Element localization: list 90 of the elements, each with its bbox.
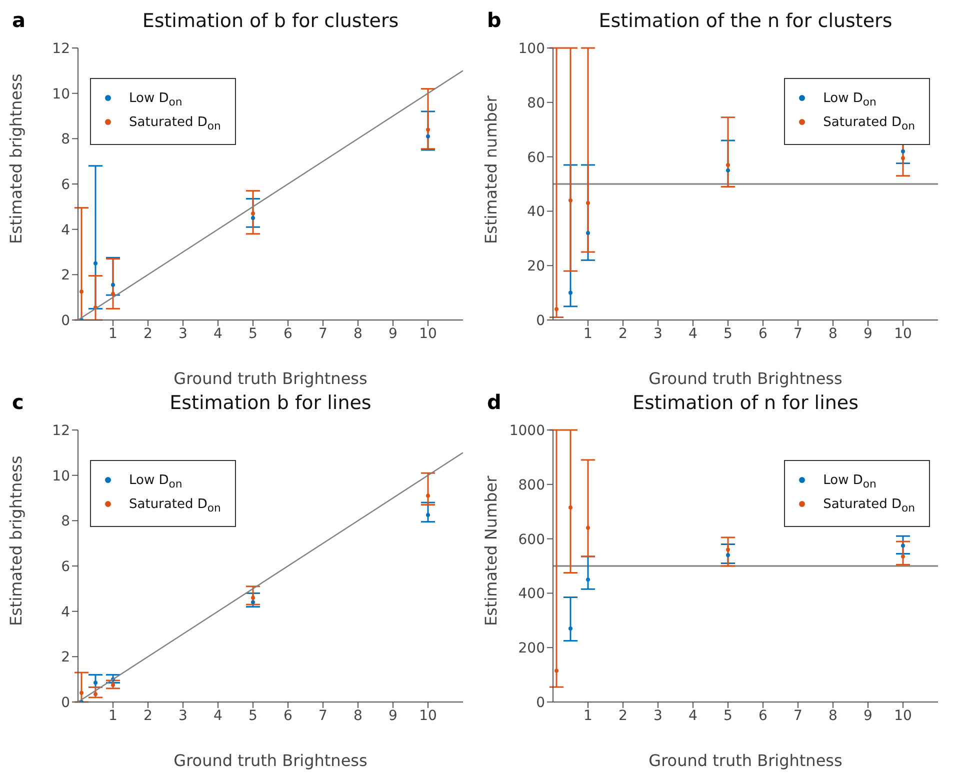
x-tick-label: 5	[724, 326, 732, 342]
x-tick-label: 6	[284, 708, 293, 724]
x-tick-label: 4	[214, 708, 223, 724]
x-axis-title: Ground truth Brightness	[648, 369, 842, 388]
x-tick-label: 2	[144, 708, 152, 724]
y-axis-title: Estimated Number	[482, 475, 501, 626]
y-tick-label: 400	[518, 586, 545, 602]
y-tick-label: 8	[61, 514, 70, 530]
y-tick-label: 4	[61, 604, 70, 620]
x-tick-label: 7	[318, 326, 328, 342]
y-axis-title: Estimated brightness	[6, 74, 26, 244]
x-tick-label: 3	[178, 708, 188, 724]
legend-label: Saturated D$_{on}$	[129, 114, 221, 132]
chart-title: Estimation b for lines	[168, 392, 372, 414]
y-axis-title: Estimated number	[482, 95, 501, 244]
x-tick-label: 8	[354, 708, 362, 724]
legend-label: Saturated D$_{on}$	[823, 496, 915, 514]
chart-title: Estimation of n for lines	[631, 392, 860, 414]
x-tick-label: 1	[584, 326, 592, 342]
x-tick-label: 6	[284, 326, 293, 342]
y-tick-label: 0	[536, 694, 545, 711]
x-tick-label: 9	[388, 708, 398, 724]
x-tick-label: 3	[654, 708, 662, 724]
x-tick-label: 5	[248, 708, 258, 724]
text: d	[487, 390, 502, 414]
legend-label: Saturated D$_{on}$	[823, 114, 915, 132]
x-tick-label: 4	[688, 708, 698, 724]
y-tick-label: 100	[518, 40, 545, 57]
y-tick-label: 800	[518, 477, 545, 494]
x-tick-label: 1	[108, 326, 118, 342]
y-tick-label: 10	[52, 468, 70, 484]
x-tick-label: 10	[419, 326, 437, 342]
y-tick-label: 12	[52, 40, 70, 57]
y-axis-title: Estimated brightness	[6, 456, 26, 626]
x-tick-label: 9	[864, 326, 872, 342]
y-tick-label: 2	[61, 268, 70, 284]
y-tick-label: 0	[61, 694, 70, 711]
y-tick-label: 6	[61, 558, 70, 575]
x-tick-label: 7	[318, 708, 328, 724]
chart-title: Estimation of the n for clusters	[598, 10, 894, 32]
x-tick-label: 2	[618, 708, 628, 724]
y-tick-label: 4	[61, 222, 70, 238]
y-tick-label: 12	[52, 422, 70, 439]
x-axis-title: Ground truth Brightness	[174, 751, 368, 770]
y-tick-label: 60	[527, 150, 545, 166]
x-tick-label: 7	[794, 326, 802, 342]
y-tick-label: 600	[518, 532, 545, 548]
x-tick-label: 3	[654, 326, 662, 342]
y-tick-label: 8	[61, 132, 70, 148]
y-tick-label: 80	[527, 95, 545, 112]
x-tick-label: 4	[688, 326, 698, 342]
x-tick-label: 2	[618, 326, 628, 342]
y-tick-label: 6	[61, 176, 70, 193]
legend-label: Low D$_{on}$	[823, 473, 876, 491]
x-tick-label: 10	[894, 708, 912, 724]
y-tick-label: 20	[527, 258, 545, 275]
x-tick-label: 4	[214, 326, 223, 342]
y-tick-label: 40	[527, 204, 545, 220]
x-tick-label: 6	[758, 708, 768, 724]
x-tick-label: 7	[794, 708, 802, 724]
x-tick-label: 1	[584, 708, 592, 724]
x-tick-label: 8	[354, 326, 362, 342]
text: c	[12, 390, 24, 414]
text: a	[12, 8, 26, 32]
x-tick-label: 3	[178, 326, 188, 342]
x-tick-label: 8	[828, 708, 838, 724]
y-tick-label: 200	[518, 640, 545, 657]
y-tick-label: 2	[61, 650, 70, 666]
y-tick-label: 1000	[509, 422, 545, 439]
chart-title: Estimation of b for clusters	[141, 10, 400, 32]
legend-label: Low D$_{on}$	[823, 91, 876, 109]
legend-label: Low D$_{on}$	[129, 91, 182, 109]
x-tick-label: 9	[388, 326, 398, 342]
x-tick-label: 5	[724, 708, 732, 724]
x-tick-label: 10	[894, 326, 912, 342]
text: b	[487, 8, 502, 32]
x-tick-label: 1	[108, 708, 118, 724]
x-tick-label: 10	[419, 708, 437, 724]
x-tick-label: 8	[828, 326, 838, 342]
y-tick-label: 0	[536, 312, 545, 329]
x-tick-label: 6	[758, 326, 768, 342]
x-tick-label: 9	[864, 708, 872, 724]
x-axis-title: Ground truth Brightness	[174, 369, 368, 388]
y-tick-label: 0	[61, 312, 70, 329]
legend-label: Saturated D$_{on}$	[129, 496, 221, 514]
y-tick-label: 10	[52, 86, 70, 102]
x-tick-label: 5	[248, 326, 258, 342]
x-axis-title: Ground truth Brightness	[648, 751, 842, 770]
x-tick-label: 2	[144, 326, 152, 342]
legend-label: Low D$_{on}$	[129, 473, 182, 491]
